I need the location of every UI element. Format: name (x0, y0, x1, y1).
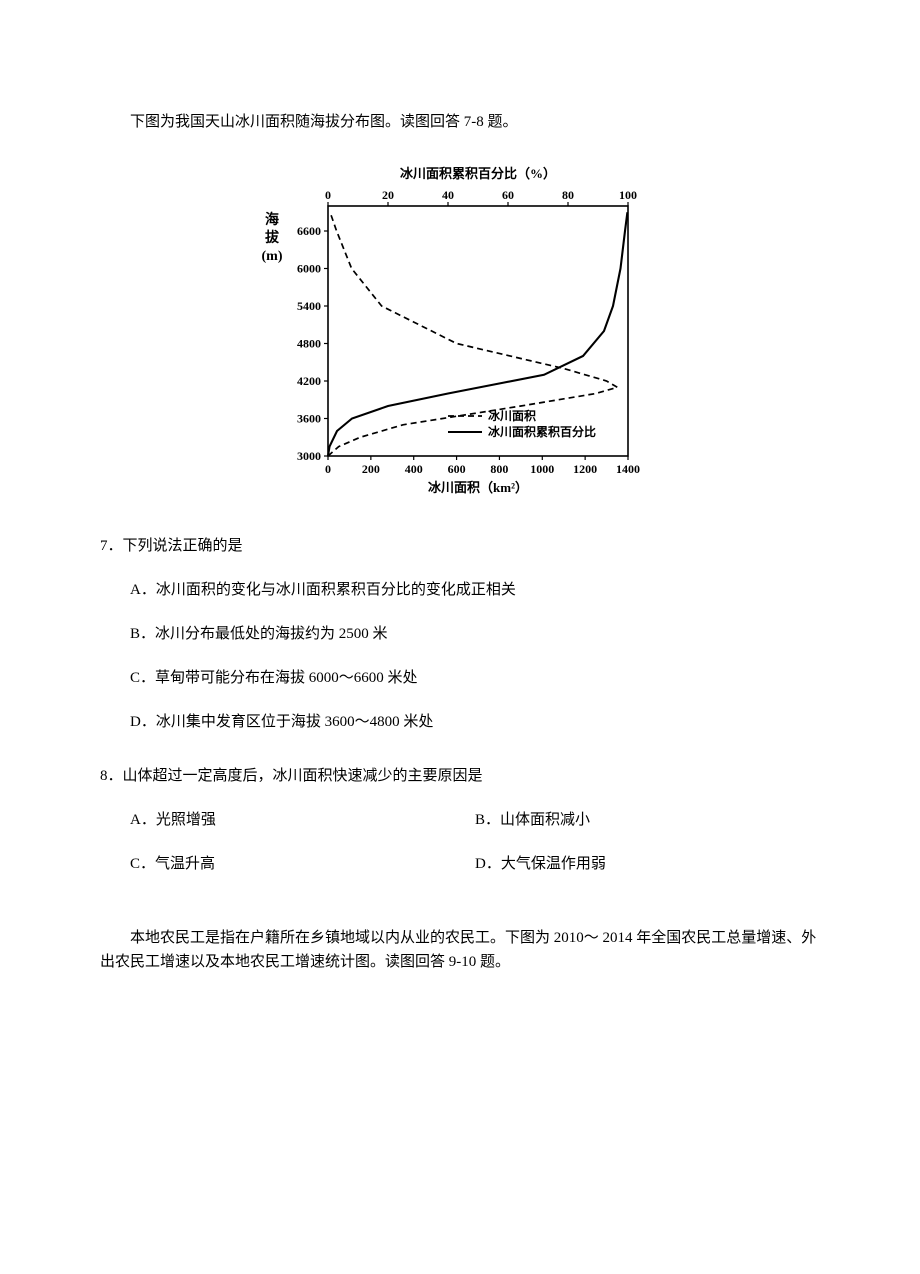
question-7-title: 7．下列说法正确的是 (100, 534, 820, 558)
question-8-title: 8．山体超过一定高度后，冰川面积快速减少的主要原因是 (100, 764, 820, 788)
svg-text:1200: 1200 (573, 462, 597, 476)
intro-paragraph-1: 下图为我国天山冰川面积随海拔分布图。读图回答 7-8 题。 (100, 110, 820, 134)
q7-option-a: A．冰川面积的变化与冰川面积累积百分比的变化成正相关 (100, 578, 820, 602)
q8-option-b: B．山体面积减小 (475, 808, 820, 832)
svg-text:冰川面积累积百分比（%）: 冰川面积累积百分比（%） (400, 166, 556, 181)
svg-text:1400: 1400 (616, 462, 640, 476)
svg-text:冰川面积累积百分比: 冰川面积累积百分比 (488, 424, 596, 439)
intro-paragraph-2: 本地农民工是指在户籍所在乡镇地域以内从业的农民工。下图为 2010～ 2014 … (100, 926, 820, 974)
svg-text:20: 20 (382, 188, 394, 202)
svg-text:(m): (m) (262, 249, 283, 264)
svg-text:60: 60 (502, 188, 514, 202)
svg-text:0: 0 (325, 462, 331, 476)
svg-text:40: 40 (442, 188, 454, 202)
svg-text:600: 600 (448, 462, 466, 476)
q8-option-a: A．光照增强 (130, 808, 475, 832)
svg-text:5400: 5400 (297, 299, 321, 313)
q7-option-d: D．冰川集中发育区位于海拔 3600～4800 米处 (100, 710, 820, 734)
q8-option-d: D．大气保温作用弱 (475, 852, 820, 876)
svg-text:冰川面积: 冰川面积 (488, 408, 536, 423)
svg-text:海: 海 (265, 211, 279, 228)
svg-text:拔: 拔 (265, 229, 280, 246)
glacier-chart: 冰川面积累积百分比（%） 冰川面积（km²） 海拔 (m) 3000 3600 4200 48… (100, 164, 820, 494)
q7-option-b: B．冰川分布最低处的海拔约为 2500 米 (100, 622, 820, 646)
svg-text:4200: 4200 (297, 374, 321, 388)
svg-text:800: 800 (490, 462, 508, 476)
svg-text:4800: 4800 (297, 337, 321, 351)
svg-text:冰川面积（km²）: 冰川面积（km²） (428, 480, 528, 494)
svg-text:3600: 3600 (297, 412, 321, 426)
q8-option-c: C．气温升高 (130, 852, 475, 876)
q7-option-c: C．草甸带可能分布在海拔 6000～6600 米处 (100, 666, 820, 690)
svg-text:100: 100 (619, 188, 637, 202)
question-7: 7．下列说法正确的是 A．冰川面积的变化与冰川面积累积百分比的变化成正相关 B．… (100, 534, 820, 734)
svg-text:80: 80 (562, 188, 574, 202)
svg-text:200: 200 (362, 462, 380, 476)
svg-text:0: 0 (325, 188, 331, 202)
svg-text:6600: 6600 (297, 224, 321, 238)
svg-text:1000: 1000 (530, 462, 554, 476)
svg-text:400: 400 (405, 462, 423, 476)
question-8: 8．山体超过一定高度后，冰川面积快速减少的主要原因是 A．光照增强 B．山体面积… (100, 764, 820, 896)
svg-text:6000: 6000 (297, 262, 321, 276)
svg-text:3000: 3000 (297, 449, 321, 463)
